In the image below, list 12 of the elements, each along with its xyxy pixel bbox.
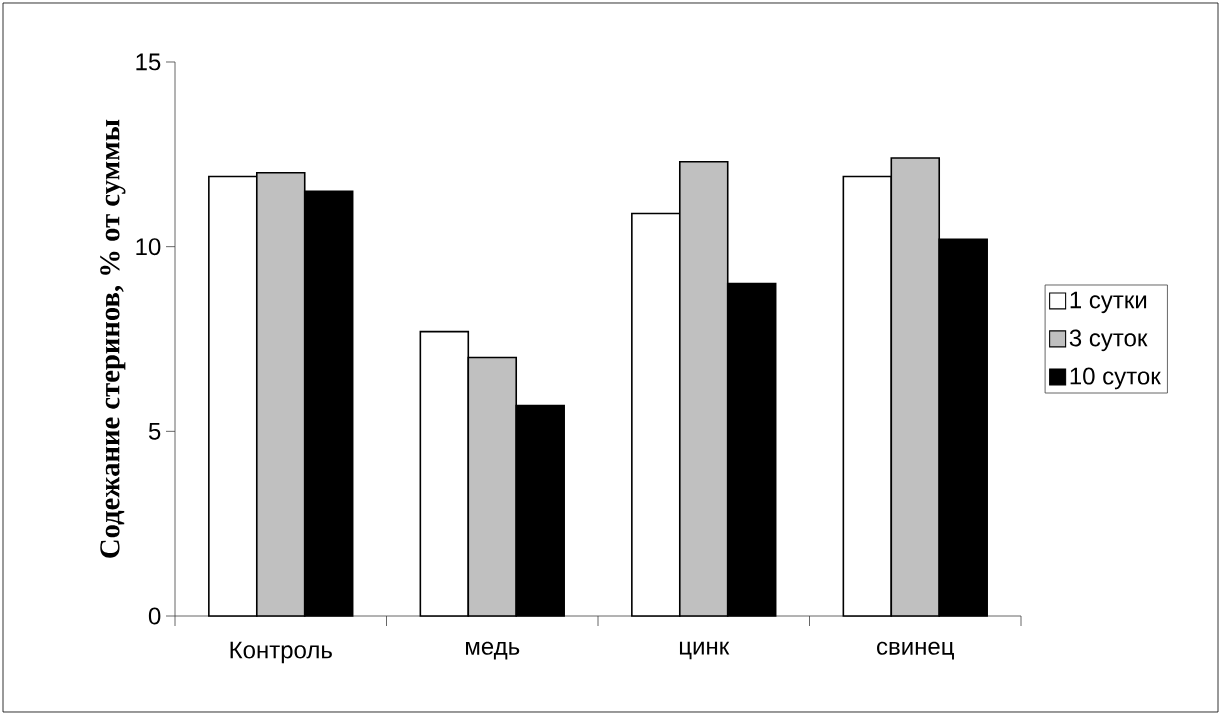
x-tick-label: цинк xyxy=(679,641,730,660)
legend-label: 10 суток xyxy=(1070,367,1161,390)
y-tick-label: 10 xyxy=(136,238,161,256)
y-tick-label: 0 xyxy=(148,607,161,625)
x-tick-label: медь xyxy=(466,641,520,660)
y-tick-label: 5 xyxy=(148,422,161,440)
legend-label: 3 суток xyxy=(1069,329,1148,352)
x-tick-label: свинец xyxy=(877,641,954,660)
y-axis-title: Содежание стеринов, % от суммы xyxy=(100,119,126,558)
x-tick-label: Контроль xyxy=(230,641,332,664)
legend-label: 1 сутки xyxy=(1070,291,1147,314)
y-tick-label: 15 xyxy=(136,53,161,71)
